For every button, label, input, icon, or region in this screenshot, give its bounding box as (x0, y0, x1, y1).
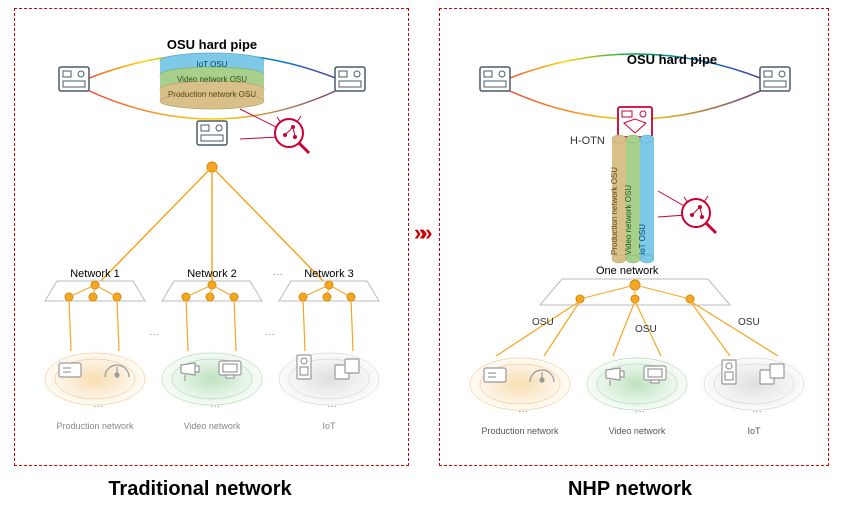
plane-to-halo-lines (69, 299, 353, 351)
nhp-network-panel: OSU hard pipe H-OTN Production network O… (439, 8, 829, 466)
network-plane-3 (279, 281, 379, 301)
bottom-group-2: ··· (157, 349, 267, 412)
bottom-label-1r: Video network (609, 426, 666, 436)
h-otn-device (618, 107, 652, 137)
ellipsis-3: ··· (265, 329, 275, 340)
bottom-group-3r: ··· (699, 354, 809, 417)
ring-device-right-r (760, 67, 790, 91)
svg-text:···: ··· (210, 401, 220, 412)
cylinder-label-2: Production network OSU (168, 90, 256, 99)
traditional-network-panel: OSU hard pipe IoT OSU Video network OSU … (14, 8, 409, 466)
traditional-network-svg: OSU hard pipe IoT OSU Video network OSU … (15, 9, 410, 467)
nhp-network-svg: OSU hard pipe H-OTN Production network O… (440, 9, 830, 467)
v-cyl-label-0: IoT OSU (638, 224, 647, 255)
ring-device-bottom (197, 121, 227, 145)
bottom-label-0r: Production network (481, 426, 559, 436)
osu-label-3: OSU (738, 317, 760, 328)
osu-label-1: OSU (532, 317, 554, 328)
bottom-group-1r: ··· (465, 354, 575, 417)
bottom-label-1: Video network (184, 421, 241, 431)
osu-hard-pipe-label-r: OSU hard pipe (627, 52, 717, 67)
osu-label-2: OSU (635, 324, 657, 335)
osu-cylinder: IoT OSU Video network OSU Production net… (160, 53, 264, 109)
network-3-label: Network 3 (304, 268, 354, 280)
cylinder-label-1: Video network OSU (177, 75, 247, 84)
ellipsis-1: ··· (273, 269, 283, 280)
vertical-cylinder: Production network OSU Video network OSU… (610, 135, 654, 263)
ring-device-left (59, 67, 89, 91)
title-left: Traditional network (60, 478, 340, 501)
bottom-group-1: ··· (40, 349, 150, 412)
ring-device-right (335, 67, 365, 91)
svg-text:···: ··· (93, 401, 103, 412)
ring-device-left-r (480, 67, 510, 91)
bottom-label-2: IoT (322, 421, 336, 431)
osu-hard-pipe-label: OSU hard pipe (167, 37, 257, 52)
svg-text:···: ··· (752, 406, 762, 417)
transition-arrow: »» (414, 220, 426, 246)
network-plane-1 (45, 281, 145, 301)
bottom-label-2r: IoT (747, 426, 761, 436)
v-cyl-label-2: Production network OSU (610, 167, 619, 255)
cylinder-label-0: IoT OSU (197, 60, 228, 69)
network-2-label: Network 2 (187, 268, 237, 280)
svg-text:···: ··· (635, 406, 645, 417)
bottom-group-2r: ··· (582, 354, 692, 417)
bottom-label-0: Production network (56, 421, 134, 431)
h-otn-label: H-OTN (570, 135, 605, 147)
network-plane-2 (162, 281, 262, 301)
network-1-label: Network 1 (70, 268, 120, 280)
ellipsis-2: ··· (149, 329, 159, 340)
magnifier-icon-r (658, 191, 716, 233)
one-network-label: One network (596, 265, 659, 277)
svg-text:···: ··· (518, 406, 528, 417)
svg-text:···: ··· (327, 401, 337, 412)
v-cyl-label-1: Video network OSU (624, 185, 633, 255)
bottom-group-3: ··· (274, 349, 384, 412)
title-right: NHP network (490, 478, 770, 501)
